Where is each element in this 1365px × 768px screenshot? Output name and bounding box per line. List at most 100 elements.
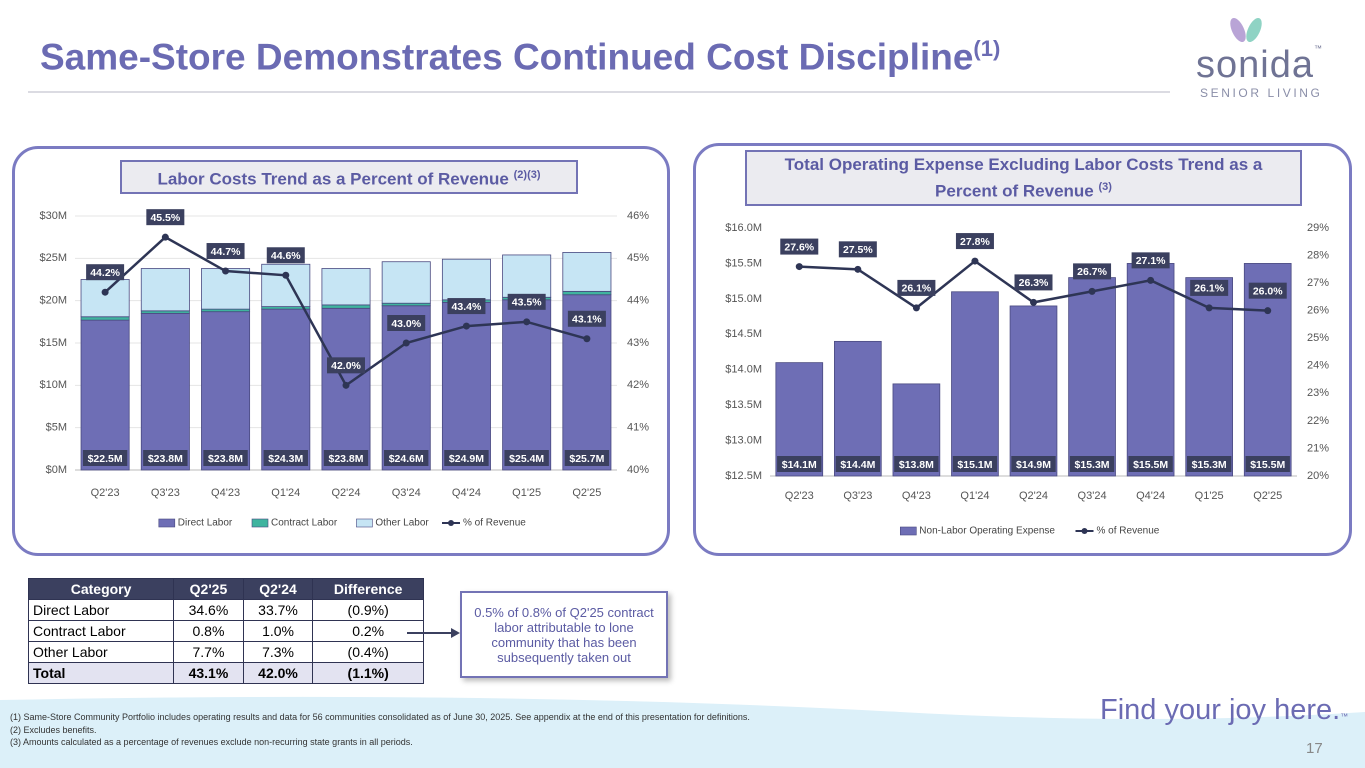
line-point — [161, 233, 169, 241]
chart-title: Labor Costs Trend as a Percent of Revenu… — [120, 160, 578, 194]
data-label: $22.5M — [88, 453, 123, 465]
table-row: Contract Labor 0.8% 1.0% 0.2% — [27, 620, 424, 642]
chart-title-text: Total Operating Expense Excluding Labor … — [784, 154, 1263, 201]
y-tick-label: $13.5M — [725, 399, 762, 411]
line-point — [583, 335, 591, 343]
line-point — [523, 318, 531, 326]
x-tick-label: Q1'25 — [512, 487, 541, 499]
x-tick-label: Q2'23 — [91, 487, 120, 499]
line-point — [971, 257, 979, 265]
data-label: $14.9M — [1016, 459, 1051, 471]
logo-tm: ™ — [1313, 44, 1323, 53]
title-text: Same-Store Demonstrates Continued Cost D… — [40, 36, 974, 78]
y-tick-label: $16.0M — [725, 222, 762, 234]
legend-swatch — [356, 518, 373, 528]
y2-tick-label: 42% — [627, 379, 649, 391]
table-row: Direct Labor 34.6% 33.7% (0.9%) — [27, 599, 424, 621]
data-label: $13.8M — [899, 459, 934, 471]
bar — [1068, 277, 1116, 477]
y-tick-label: $14.0M — [725, 364, 762, 376]
page-number: 17 — [1306, 740, 1323, 757]
y2-tick-label: 20% — [1307, 470, 1329, 482]
x-tick-label: Q3'23 — [151, 487, 180, 499]
legend-swatch — [251, 518, 269, 528]
table-cell: (0.9%) — [312, 599, 424, 621]
label-box — [567, 310, 606, 327]
label-box — [838, 241, 877, 258]
line-point — [912, 304, 920, 312]
data-label: $24.6M — [389, 453, 424, 465]
label-box — [263, 450, 308, 466]
data-label: 44.7% — [211, 246, 241, 258]
x-tick-label: Q1'24 — [960, 490, 989, 502]
data-label: 44.6% — [271, 250, 301, 262]
data-label: 26.7% — [1077, 266, 1107, 278]
label-box — [387, 315, 426, 331]
x-tick-label: Q4'23 — [211, 487, 240, 499]
label-box — [952, 456, 998, 472]
y2-tick-label: 29% — [1307, 222, 1329, 234]
line-point — [854, 265, 862, 273]
y2-tick-label: 44% — [627, 295, 649, 307]
logo-name: sonida™ — [1196, 44, 1323, 87]
data-label: $15.5M — [1250, 459, 1285, 471]
label-box — [82, 450, 128, 466]
data-label: $24.3M — [268, 453, 303, 465]
chart-panel — [693, 143, 1352, 556]
label-box — [955, 233, 994, 250]
label-box — [1248, 282, 1287, 299]
legend-label: Non-Labor Operating Expense — [919, 526, 1055, 537]
y-tick-label: $0M — [46, 464, 67, 476]
label-box — [206, 243, 245, 260]
x-tick-label: Q2'25 — [1253, 490, 1282, 502]
slogan-text: Find your joy here. — [1100, 694, 1341, 726]
data-label: $23.8M — [328, 453, 363, 465]
x-tick-label: Q4'23 — [902, 490, 931, 502]
slogan: Find your joy here.™ — [1100, 694, 1348, 727]
data-label: $15.3M — [1075, 459, 1110, 471]
x-tick-label: Q2'25 — [572, 487, 601, 499]
line-point — [1147, 276, 1155, 284]
bar — [1243, 263, 1292, 477]
data-label: $14.4M — [840, 459, 875, 471]
data-label: $15.3M — [1192, 459, 1227, 471]
x-tick-label: Q3'24 — [392, 487, 421, 499]
bar — [562, 290, 612, 296]
data-label: $15.1M — [957, 459, 992, 471]
bar — [261, 308, 311, 471]
bar — [441, 258, 491, 301]
data-label: 26.0% — [1253, 285, 1283, 297]
y2-tick-label: 28% — [1307, 249, 1329, 261]
data-label: 43.1% — [572, 314, 602, 326]
label-box — [507, 293, 546, 310]
arrow-head — [451, 628, 460, 638]
bar — [261, 263, 311, 307]
bar — [1126, 263, 1175, 477]
slide-title: Same-Store Demonstrates Continued Cost D… — [40, 36, 1000, 78]
label-box — [777, 456, 822, 472]
footnote: (1) Same-Store Community Portfolio inclu… — [10, 712, 750, 722]
label-box — [1069, 456, 1115, 472]
table-cell: 43.1% — [173, 662, 244, 684]
data-label: 27.6% — [784, 241, 814, 253]
y-tick-label: $15M — [39, 337, 67, 349]
bar — [80, 319, 130, 471]
bar — [140, 268, 190, 312]
table-body: Direct Labor 34.6% 33.7% (0.9%) Contract Lab… — [27, 599, 424, 684]
label-box — [835, 456, 881, 472]
table-cell: 1.0% — [242, 620, 314, 642]
table-cell: 0.8% — [173, 620, 244, 642]
x-tick-label: Q3'24 — [1078, 490, 1107, 502]
bar — [201, 268, 251, 310]
table-header-cell: Q2'25 — [173, 578, 244, 600]
table-cell: (1.1%) — [312, 662, 424, 684]
x-tick-label: Q2'23 — [785, 490, 814, 502]
legend-dot — [1081, 528, 1088, 534]
y2-tick-label: 22% — [1307, 415, 1329, 427]
legend-label: Direct Labor — [178, 518, 233, 529]
data-label: 26.1% — [901, 283, 931, 295]
label-box — [266, 247, 305, 264]
y-tick-label: $20M — [39, 295, 67, 307]
data-label: $15.5M — [1133, 459, 1168, 471]
table-header-cell: Difference — [312, 578, 424, 600]
